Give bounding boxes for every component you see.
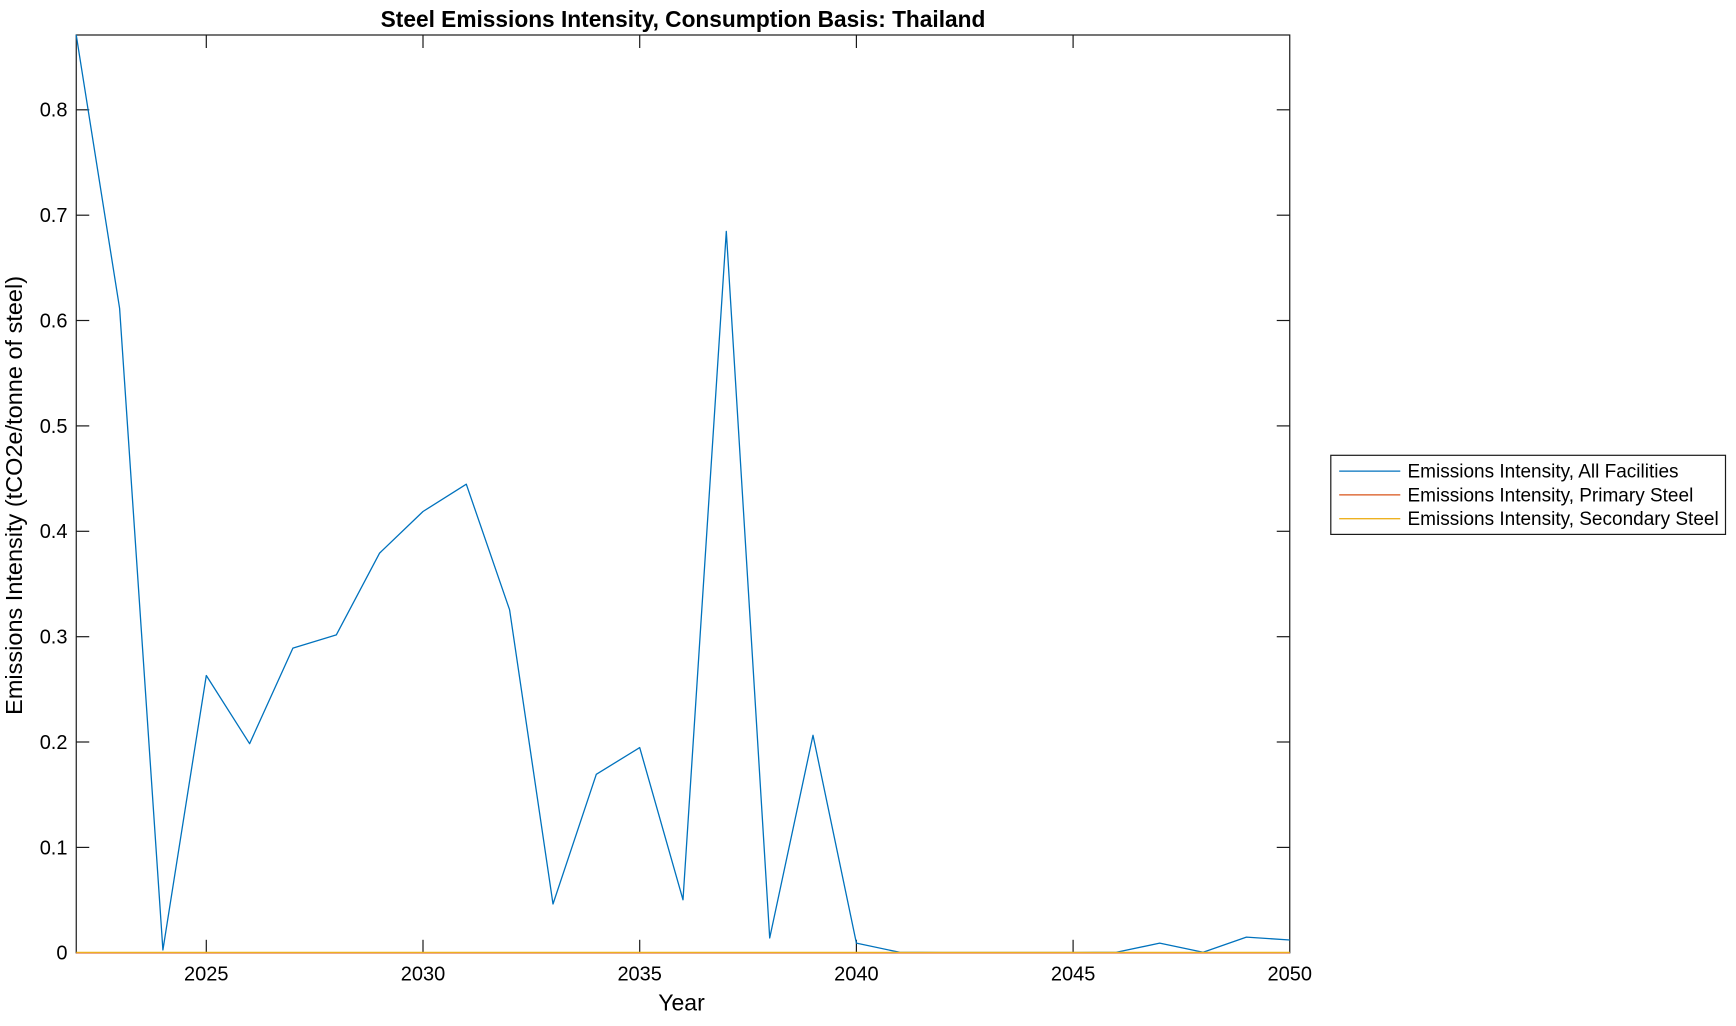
svg-text:Year: Year — [658, 990, 705, 1016]
svg-text:Steel Emissions Intensity, Con: Steel Emissions Intensity, Consumption B… — [381, 6, 986, 32]
svg-text:0.2: 0.2 — [40, 732, 68, 754]
svg-text:Emissions Intensity (tCO2e/ton: Emissions Intensity (tCO2e/tonne of stee… — [1, 276, 27, 715]
svg-text:0.4: 0.4 — [40, 521, 68, 543]
svg-text:2035: 2035 — [617, 964, 662, 986]
svg-text:0.3: 0.3 — [40, 627, 68, 649]
svg-text:2040: 2040 — [834, 964, 879, 986]
svg-text:0.1: 0.1 — [40, 837, 68, 859]
svg-text:2045: 2045 — [1051, 964, 1096, 986]
svg-text:Emissions Intensity, All Facil: Emissions Intensity, All Facilities — [1408, 462, 1679, 483]
svg-text:Emissions Intensity, Secondary: Emissions Intensity, Secondary Steel — [1408, 509, 1719, 530]
svg-text:0.8: 0.8 — [40, 100, 68, 122]
svg-text:0.5: 0.5 — [40, 416, 68, 438]
svg-text:Emissions Intensity, Primary S: Emissions Intensity, Primary Steel — [1408, 485, 1694, 506]
svg-text:2025: 2025 — [184, 964, 229, 986]
svg-text:0.6: 0.6 — [40, 310, 68, 332]
svg-text:0.7: 0.7 — [40, 205, 68, 227]
svg-text:0: 0 — [56, 943, 67, 965]
svg-text:2030: 2030 — [401, 964, 446, 986]
svg-text:2050: 2050 — [1268, 964, 1313, 986]
